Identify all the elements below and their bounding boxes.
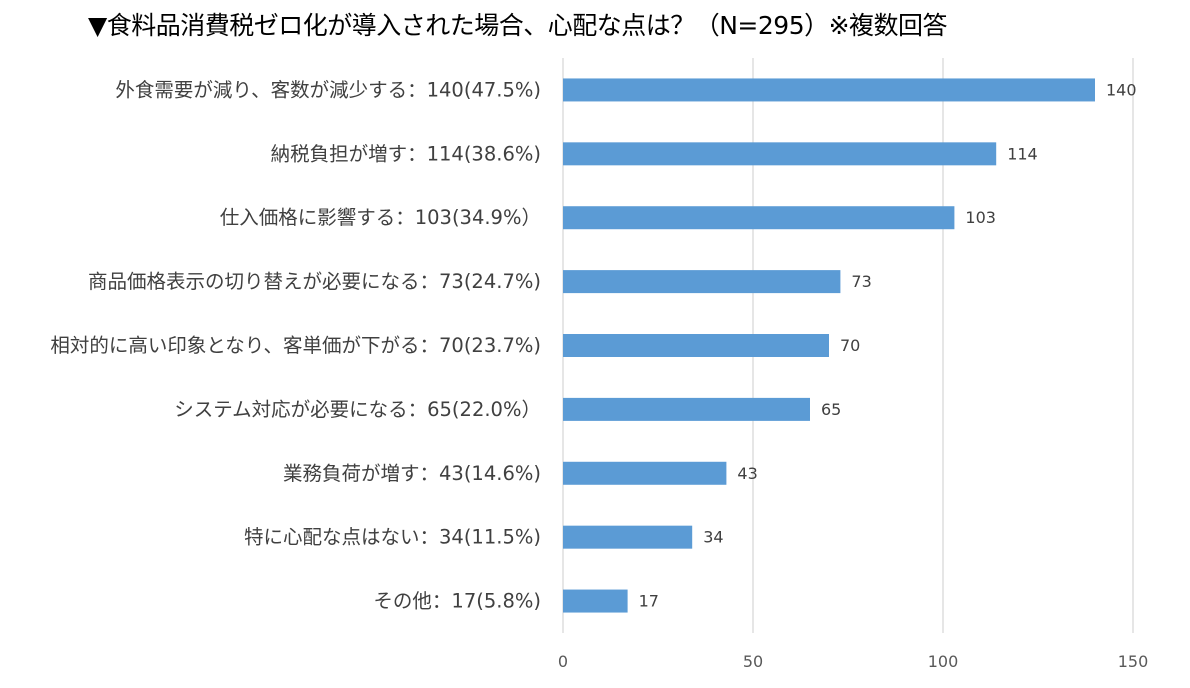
bar bbox=[563, 334, 829, 357]
category-label: 納税負担が増す：114(38.6%) bbox=[271, 142, 541, 165]
chart-title: ▼食料品消費税ゼロ化が導入された場合、心配な点は？（N=295）※複数回答 bbox=[88, 11, 948, 40]
bar bbox=[563, 461, 727, 485]
bar bbox=[563, 525, 693, 549]
value-label: 103 bbox=[965, 208, 996, 227]
category-label: 外食需要が減り、客数が減少する：140(47.5%) bbox=[115, 78, 541, 101]
bar bbox=[563, 397, 810, 421]
bar bbox=[563, 270, 841, 294]
category-label: システム対応が必要になる：65(22.0%） bbox=[174, 398, 541, 421]
value-label: 114 bbox=[1007, 144, 1038, 163]
category-labels: 外食需要が減り、客数が減少する：140(47.5%) 納税負担が増す：114(38… bbox=[50, 78, 541, 612]
value-label: 140 bbox=[1106, 80, 1137, 99]
x-tick-label: 100 bbox=[928, 652, 959, 671]
x-tick-label: 0 bbox=[558, 652, 568, 671]
value-labels: 140 114 103 73 70 65 43 34 17 bbox=[639, 80, 1137, 610]
value-label: 43 bbox=[737, 464, 757, 483]
value-label: 17 bbox=[639, 592, 659, 611]
value-label: 65 bbox=[821, 400, 841, 419]
x-tick-label: 50 bbox=[743, 652, 763, 671]
value-label: 70 bbox=[840, 336, 860, 355]
category-label: 仕入価格に影響する：103(34.9%） bbox=[220, 206, 541, 229]
bar bbox=[563, 142, 997, 166]
category-label: その他：17(5.8%) bbox=[373, 590, 541, 613]
bar bbox=[563, 206, 955, 230]
x-axis-ticks: 0 50 100 150 bbox=[558, 652, 1148, 671]
category-label: 業務負荷が増す：43(14.6%) bbox=[283, 462, 541, 485]
category-label: 商品価格表示の切り替えが必要になる：73(24.7%) bbox=[88, 270, 541, 293]
category-label: 特に心配な点はない：34(11.5%) bbox=[244, 526, 541, 549]
bar bbox=[563, 589, 628, 613]
bars bbox=[563, 78, 1095, 613]
x-tick-label: 150 bbox=[1118, 652, 1149, 671]
value-label: 34 bbox=[703, 528, 723, 547]
category-label: 相対的に高い印象となり、客単価が下がる：70(23.7%) bbox=[50, 334, 541, 357]
bar bbox=[563, 78, 1095, 102]
value-label: 73 bbox=[851, 272, 871, 291]
